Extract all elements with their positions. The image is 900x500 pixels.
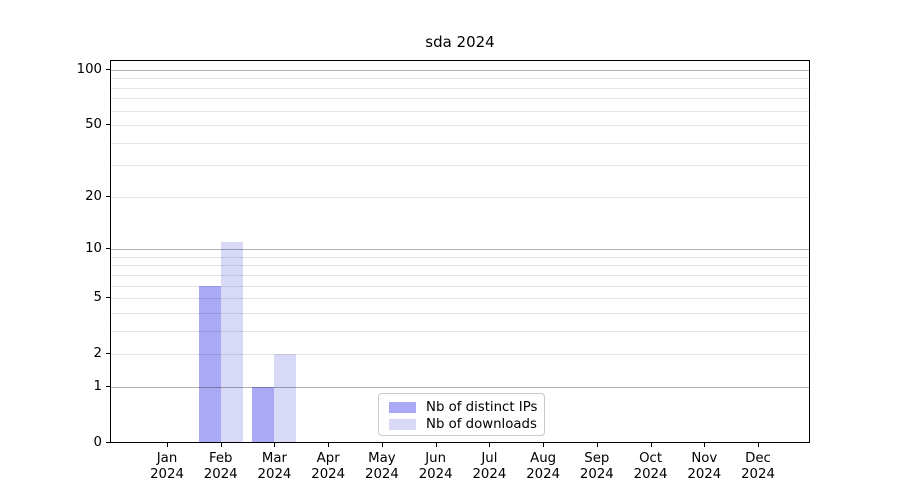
x-tick-year: 2024 [472,466,507,482]
x-tick-label: Feb 2024 [181,451,261,482]
x-tick-label: May 2024 [342,451,422,482]
x-tick-label: Mar 2024 [234,451,314,482]
x-tick-label: Dec 2024 [718,451,798,482]
legend-swatch [389,419,416,430]
x-tick-mark [274,443,276,447]
x-tick-label: Jan 2024 [127,451,207,482]
x-tick-month: Apr [316,451,340,466]
plot-area [110,60,810,443]
x-tick-mark [435,443,437,447]
x-tick-label: Aug 2024 [503,451,583,482]
x-tick-mark [758,443,760,447]
gridline-minor [111,312,809,314]
y-tick-label: 1 [93,378,102,394]
bar-downloads [220,242,243,442]
bar-downloads [274,354,297,442]
x-tick-mark [167,443,168,447]
legend-item: Nb of downloads [389,416,537,433]
gridline-minor [111,285,809,287]
x-tick-year: 2024 [579,466,614,482]
y-tick-mark [106,385,110,387]
gridline-minor [111,354,809,356]
y-tick-label: 5 [93,290,102,306]
y-tick-mark [106,195,110,197]
legend-item: Nb of distinct IPs [389,399,538,416]
y-tick-mark [106,69,110,70]
x-tick-label: Jun 2024 [396,451,476,482]
chart-title: sda 2024 [425,33,495,51]
x-tick-month: Nov [691,451,718,466]
x-tick-month: Aug [530,451,557,466]
x-tick-label: Jul 2024 [449,451,529,482]
x-tick-mark [381,443,383,447]
gridline-minor [111,87,809,89]
x-tick-year: 2024 [311,466,346,482]
gridline-minor [111,98,809,100]
x-tick-year: 2024 [633,466,668,482]
x-tick-mark [650,443,652,447]
x-tick-year: 2024 [741,466,775,482]
x-tick-month: Jul [481,451,498,466]
gridline-minor [111,298,809,300]
gridline-major [111,386,809,388]
gridline-minor [111,142,809,144]
x-tick-month: Mar [261,451,287,466]
bar-distinct-ips [252,386,275,442]
x-tick-mark [489,443,491,447]
legend: Nb of distinct IPs Nb of downloads [378,393,545,436]
gridline-minor [111,196,809,198]
y-tick-mark [106,353,110,355]
gridline-minor [111,274,809,276]
legend-label: Nb of distinct IPs [426,399,538,415]
legend-label: Nb of downloads [426,416,537,432]
y-tick-mark [106,297,110,299]
gridline-minor [111,165,809,167]
x-tick-month: Jan [156,451,178,466]
x-tick-month: Sep [584,451,610,466]
y-tick-mark [106,442,110,443]
x-tick-year: 2024 [687,466,722,482]
x-tick-month: May [368,451,396,466]
x-tick-mark [704,443,706,447]
y-tick-label: 10 [85,241,102,257]
x-tick-year: 2024 [150,466,184,482]
x-tick-year: 2024 [364,466,399,482]
gridline-major [111,249,809,251]
bar-distinct-ips [198,285,221,442]
gridline-minor [111,125,809,127]
gridline-minor [111,330,809,332]
y-tick-label: 100 [76,62,102,77]
y-tick-label: 2 [93,346,102,362]
x-tick-mark [328,443,330,447]
gridline-minor [111,78,809,80]
x-tick-mark [596,443,598,447]
y-tick-mark [106,248,110,250]
x-tick-month: Oct [639,451,663,466]
x-tick-mark [220,443,222,447]
x-tick-year: 2024 [418,466,453,482]
y-tick-label: 50 [85,117,102,133]
gridline-minor [111,110,809,112]
x-tick-month: Dec [745,451,771,466]
x-tick-label: Nov 2024 [664,451,744,482]
y-tick-mark [106,124,110,126]
x-tick-year: 2024 [257,466,292,482]
x-tick-month: Feb [208,451,233,466]
y-tick-label: 20 [85,188,102,204]
x-tick-mark [543,443,545,447]
x-tick-label: Apr 2024 [288,451,368,482]
gridline-minor [111,256,809,258]
x-tick-year: 2024 [203,466,238,482]
x-tick-label: Sep 2024 [557,451,637,482]
x-tick-label: Oct 2024 [611,451,691,482]
x-tick-month: Jun [425,451,447,466]
legend-swatch [389,402,416,413]
x-tick-year: 2024 [526,466,561,482]
gridline-minor [111,265,809,267]
gridline-major [111,70,809,71]
y-tick-label: 0 [93,435,102,450]
